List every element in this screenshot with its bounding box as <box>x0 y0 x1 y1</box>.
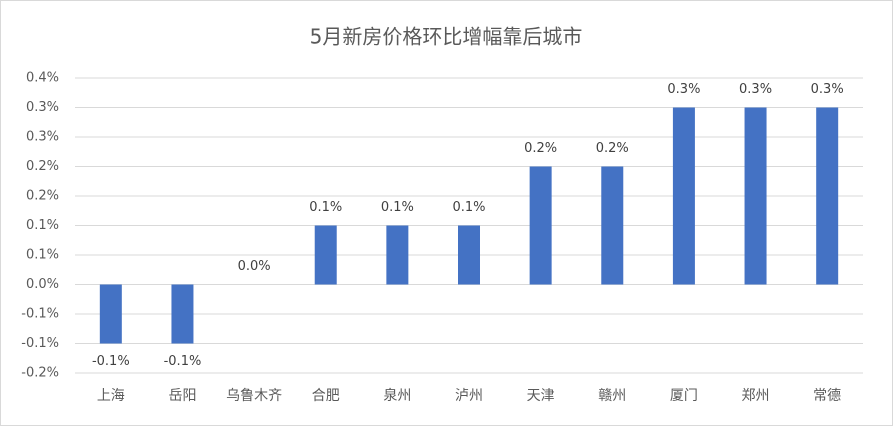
y-tick-label: 0.4% <box>26 71 59 86</box>
y-tick-label: -0.2% <box>21 366 59 381</box>
y-tick-label: 0.0% <box>26 277 59 292</box>
data-label: 0.2% <box>524 141 557 156</box>
x-tick-label: 天津 <box>527 388 555 404</box>
y-tick-label: 0.3% <box>26 100 59 115</box>
x-tick-label: 合肥 <box>312 388 340 404</box>
bar <box>458 225 480 285</box>
data-label: 0.3% <box>811 82 844 97</box>
bar <box>171 284 194 344</box>
y-tick-label: 0.3% <box>26 130 59 145</box>
data-label: -0.1% <box>164 354 202 369</box>
data-label: 0.2% <box>596 141 629 156</box>
data-label: 0.3% <box>739 82 772 97</box>
x-tick-label: 泉州 <box>383 387 411 404</box>
y-tick-label: 0.1% <box>26 218 59 233</box>
bar <box>314 225 337 285</box>
bar <box>386 225 409 285</box>
data-label: -0.1% <box>92 354 130 369</box>
bar <box>672 107 695 285</box>
x-tick-label: 赣州 <box>598 388 626 404</box>
x-tick-label: 上海 <box>97 388 125 404</box>
x-tick-label: 乌鲁木齐 <box>226 388 282 404</box>
y-tick-label: 0.2% <box>26 189 59 204</box>
data-label: 0.3% <box>667 82 700 97</box>
bar <box>816 107 839 285</box>
x-tick-label: 郑州 <box>742 388 770 404</box>
bar <box>744 107 767 285</box>
bar <box>529 166 552 285</box>
y-tick-label: 0.1% <box>26 248 59 263</box>
x-tick-label: 泸州 <box>455 388 483 404</box>
chart-title: 5月新房价格环比增幅靠后城市 <box>310 25 583 49</box>
y-tick-label: -0.1% <box>21 336 59 351</box>
data-label: 0.1% <box>452 200 485 215</box>
x-tick-label: 常德 <box>813 388 841 404</box>
x-tick-label: 厦门 <box>670 388 698 404</box>
bar <box>99 284 122 344</box>
data-label: 0.1% <box>381 200 414 215</box>
data-label: 0.0% <box>238 259 271 274</box>
x-tick-label: 岳阳 <box>168 388 196 404</box>
y-tick-label: 0.2% <box>26 159 59 174</box>
bar <box>601 166 624 285</box>
y-tick-label: -0.1% <box>21 307 59 322</box>
data-label: 0.1% <box>309 200 342 215</box>
